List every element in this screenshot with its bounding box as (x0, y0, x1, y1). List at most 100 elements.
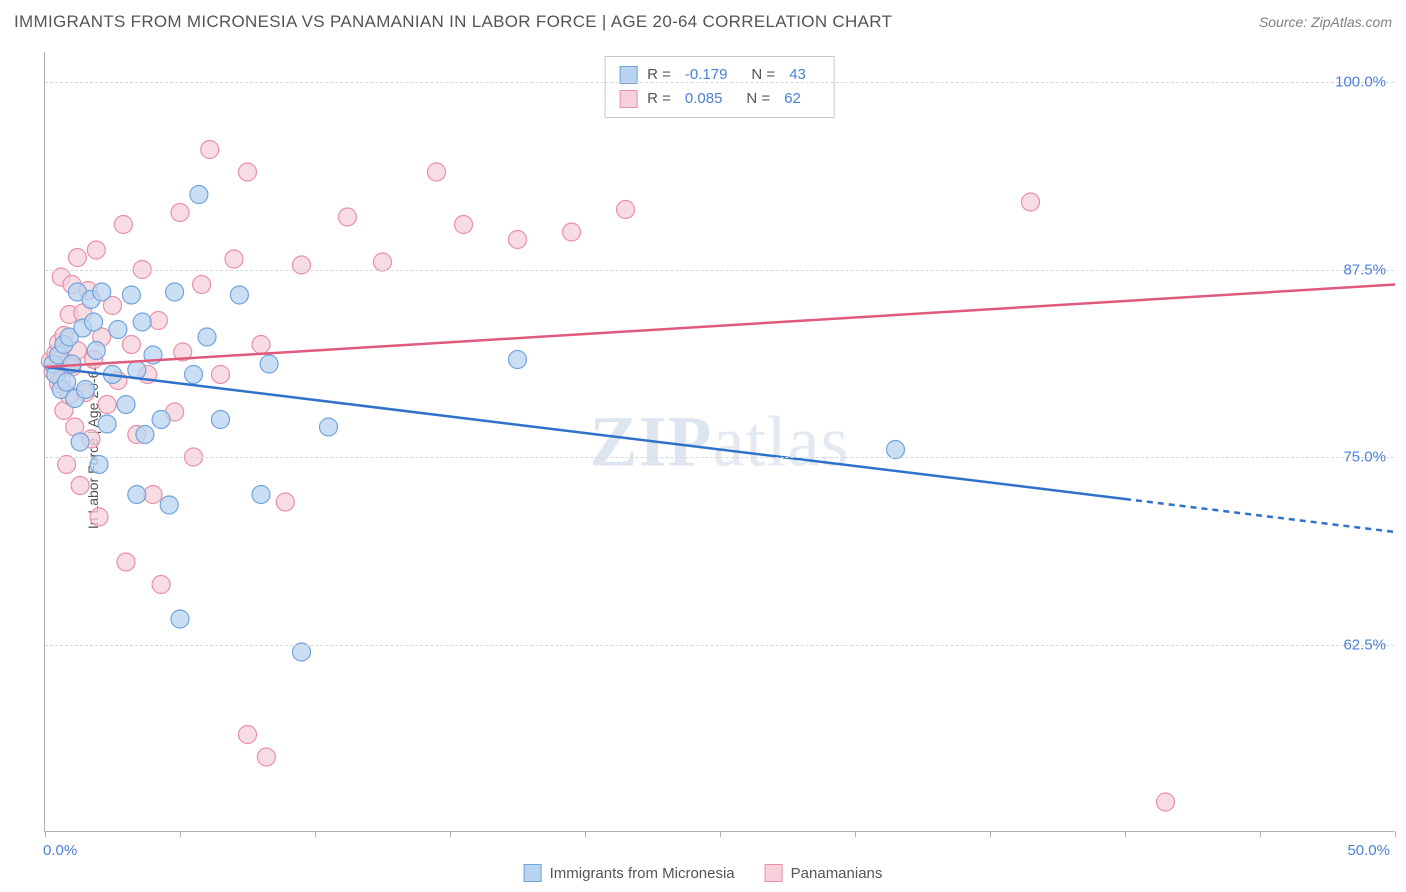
data-point-panamanians (58, 456, 76, 474)
x-tick (180, 831, 181, 837)
chart-header: IMMIGRANTS FROM MICRONESIA VS PANAMANIAN… (0, 0, 1406, 44)
data-point-panamanians (374, 253, 392, 271)
legend-item-panamanians: Panamanians (765, 864, 883, 882)
plot-svg (45, 52, 1394, 831)
legend-swatch-micronesia (524, 864, 542, 882)
trend-line-micronesia-extrapolated (1125, 499, 1395, 532)
data-point-panamanians (144, 486, 162, 504)
trend-line-micronesia (45, 367, 1125, 499)
data-point-micronesia (87, 342, 105, 360)
data-point-panamanians (87, 241, 105, 259)
data-point-micronesia (85, 313, 103, 331)
data-point-micronesia (71, 433, 89, 451)
correlation-legend-row-1: R =0.085 N =62 (619, 87, 820, 111)
data-point-panamanians (212, 366, 230, 384)
gridline (45, 82, 1394, 83)
data-point-micronesia (212, 411, 230, 429)
data-point-panamanians (276, 493, 294, 511)
data-point-panamanians (338, 208, 356, 226)
x-tick (315, 831, 316, 837)
data-point-micronesia (152, 411, 170, 429)
data-point-micronesia (160, 496, 178, 514)
x-axis-max-label: 50.0% (1347, 842, 1390, 859)
data-point-micronesia (230, 286, 248, 304)
data-point-micronesia (128, 486, 146, 504)
legend-item-micronesia: Immigrants from Micronesia (524, 864, 735, 882)
data-point-panamanians (98, 396, 116, 414)
data-point-panamanians (114, 216, 132, 234)
data-point-micronesia (887, 441, 905, 459)
data-point-micronesia (190, 186, 208, 204)
chart-plot-area: ZIPatlas R =-0.179 N =43 R =0.085 N =62 … (44, 52, 1394, 832)
legend-label: Panamanians (791, 865, 883, 882)
data-point-panamanians (122, 336, 140, 354)
x-axis-min-label: 0.0% (43, 842, 77, 859)
gridline (45, 270, 1394, 271)
x-tick (585, 831, 586, 837)
data-point-panamanians (1157, 793, 1175, 811)
gridline (45, 645, 1394, 646)
series-legend: Immigrants from Micronesia Panamanians (524, 864, 883, 882)
x-tick (1395, 831, 1396, 837)
data-point-micronesia (136, 426, 154, 444)
x-tick (1260, 831, 1261, 837)
chart-title: IMMIGRANTS FROM MICRONESIA VS PANAMANIAN… (14, 12, 892, 32)
x-tick (1125, 831, 1126, 837)
x-tick (45, 831, 46, 837)
gridline (45, 457, 1394, 458)
data-point-panamanians (171, 204, 189, 222)
data-point-panamanians (225, 250, 243, 268)
data-point-panamanians (193, 276, 211, 294)
data-point-micronesia (117, 396, 135, 414)
data-point-panamanians (68, 249, 86, 267)
source-attribution: Source: ZipAtlas.com (1259, 14, 1392, 30)
data-point-micronesia (185, 366, 203, 384)
data-point-micronesia (509, 351, 527, 369)
data-point-micronesia (122, 286, 140, 304)
data-point-micronesia (320, 418, 338, 436)
data-point-panamanians (152, 576, 170, 594)
data-point-panamanians (428, 163, 446, 181)
data-point-micronesia (93, 283, 111, 301)
data-point-panamanians (252, 336, 270, 354)
data-point-panamanians (509, 231, 527, 249)
data-point-micronesia (171, 610, 189, 628)
data-point-panamanians (71, 477, 89, 495)
data-point-micronesia (133, 313, 151, 331)
data-point-micronesia (98, 415, 116, 433)
legend-swatch-panamanians (765, 864, 783, 882)
correlation-legend: R =-0.179 N =43 R =0.085 N =62 (604, 56, 835, 118)
data-point-panamanians (1022, 193, 1040, 211)
data-point-micronesia (90, 456, 108, 474)
data-point-panamanians (239, 163, 257, 181)
y-tick-label: 100.0% (1335, 74, 1386, 91)
data-point-panamanians (90, 508, 108, 526)
data-point-panamanians (201, 141, 219, 159)
x-tick (450, 831, 451, 837)
data-point-panamanians (149, 312, 167, 330)
data-point-panamanians (563, 223, 581, 241)
y-tick-label: 75.0% (1343, 449, 1386, 466)
x-tick (720, 831, 721, 837)
data-point-panamanians (117, 553, 135, 571)
data-point-panamanians (257, 748, 275, 766)
data-point-micronesia (77, 381, 95, 399)
data-point-micronesia (109, 321, 127, 339)
y-tick-label: 87.5% (1343, 261, 1386, 278)
data-point-panamanians (239, 726, 257, 744)
data-point-micronesia (58, 373, 76, 391)
correlation-legend-row-0: R =-0.179 N =43 (619, 63, 820, 87)
data-point-panamanians (293, 256, 311, 274)
data-point-micronesia (260, 355, 278, 373)
data-point-panamanians (455, 216, 473, 234)
swatch-panamanians (619, 90, 637, 108)
data-point-panamanians (617, 201, 635, 219)
x-tick (855, 831, 856, 837)
legend-label: Immigrants from Micronesia (550, 865, 735, 882)
y-tick-label: 62.5% (1343, 636, 1386, 653)
data-point-micronesia (252, 486, 270, 504)
data-point-micronesia (198, 328, 216, 346)
data-point-micronesia (293, 643, 311, 661)
x-tick (990, 831, 991, 837)
data-point-micronesia (166, 283, 184, 301)
